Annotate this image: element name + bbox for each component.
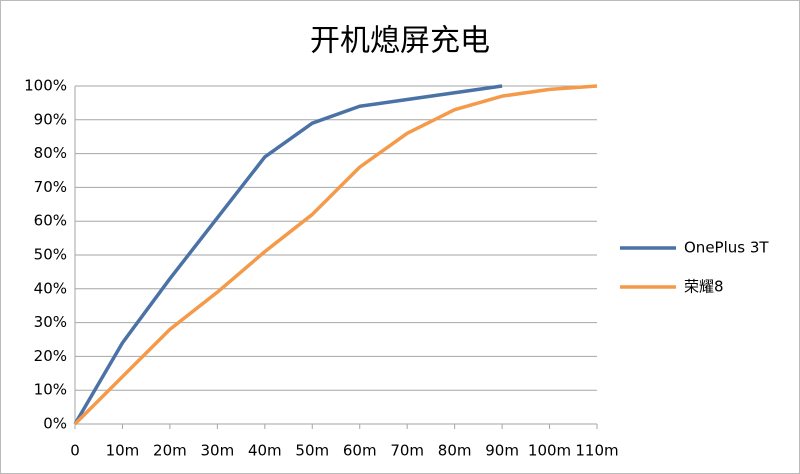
x-tick-label: 0: [70, 442, 80, 460]
y-tick-label: 50%: [34, 246, 67, 264]
y-tick-label: 40%: [34, 279, 67, 297]
y-tick-label: 90%: [34, 110, 67, 128]
x-tick-label: 10m: [106, 442, 140, 460]
y-tick-label: 0%: [43, 415, 67, 433]
series-line: [73, 84, 503, 425]
x-tick-label: 70m: [390, 442, 424, 460]
y-tick-label: 10%: [34, 381, 67, 399]
x-tick-label: 40m: [248, 442, 282, 460]
y-tick-label: 20%: [34, 347, 67, 365]
y-tick-label: 70%: [34, 178, 67, 196]
x-tick-label: 90m: [485, 442, 519, 460]
series-line: [73, 84, 598, 426]
y-tick-label: 60%: [34, 212, 67, 230]
x-tick-label: 100m: [528, 442, 571, 460]
chart-title: 开机熄屏充电: [310, 24, 490, 59]
x-tick-label: 50m: [295, 442, 329, 460]
y-tick-label: 80%: [34, 144, 67, 162]
y-tick-label: 100%: [24, 77, 67, 95]
x-tick-label: 20m: [153, 442, 187, 460]
legend-label: 荣耀8: [684, 278, 724, 296]
x-tick-label: 60m: [343, 442, 377, 460]
x-tick-label: 110m: [575, 442, 618, 460]
legend-label: OnePlus 3T: [684, 239, 769, 257]
x-tick-label: 80m: [438, 442, 472, 460]
y-tick-label: 30%: [34, 313, 67, 331]
x-tick-label: 30m: [201, 442, 235, 460]
